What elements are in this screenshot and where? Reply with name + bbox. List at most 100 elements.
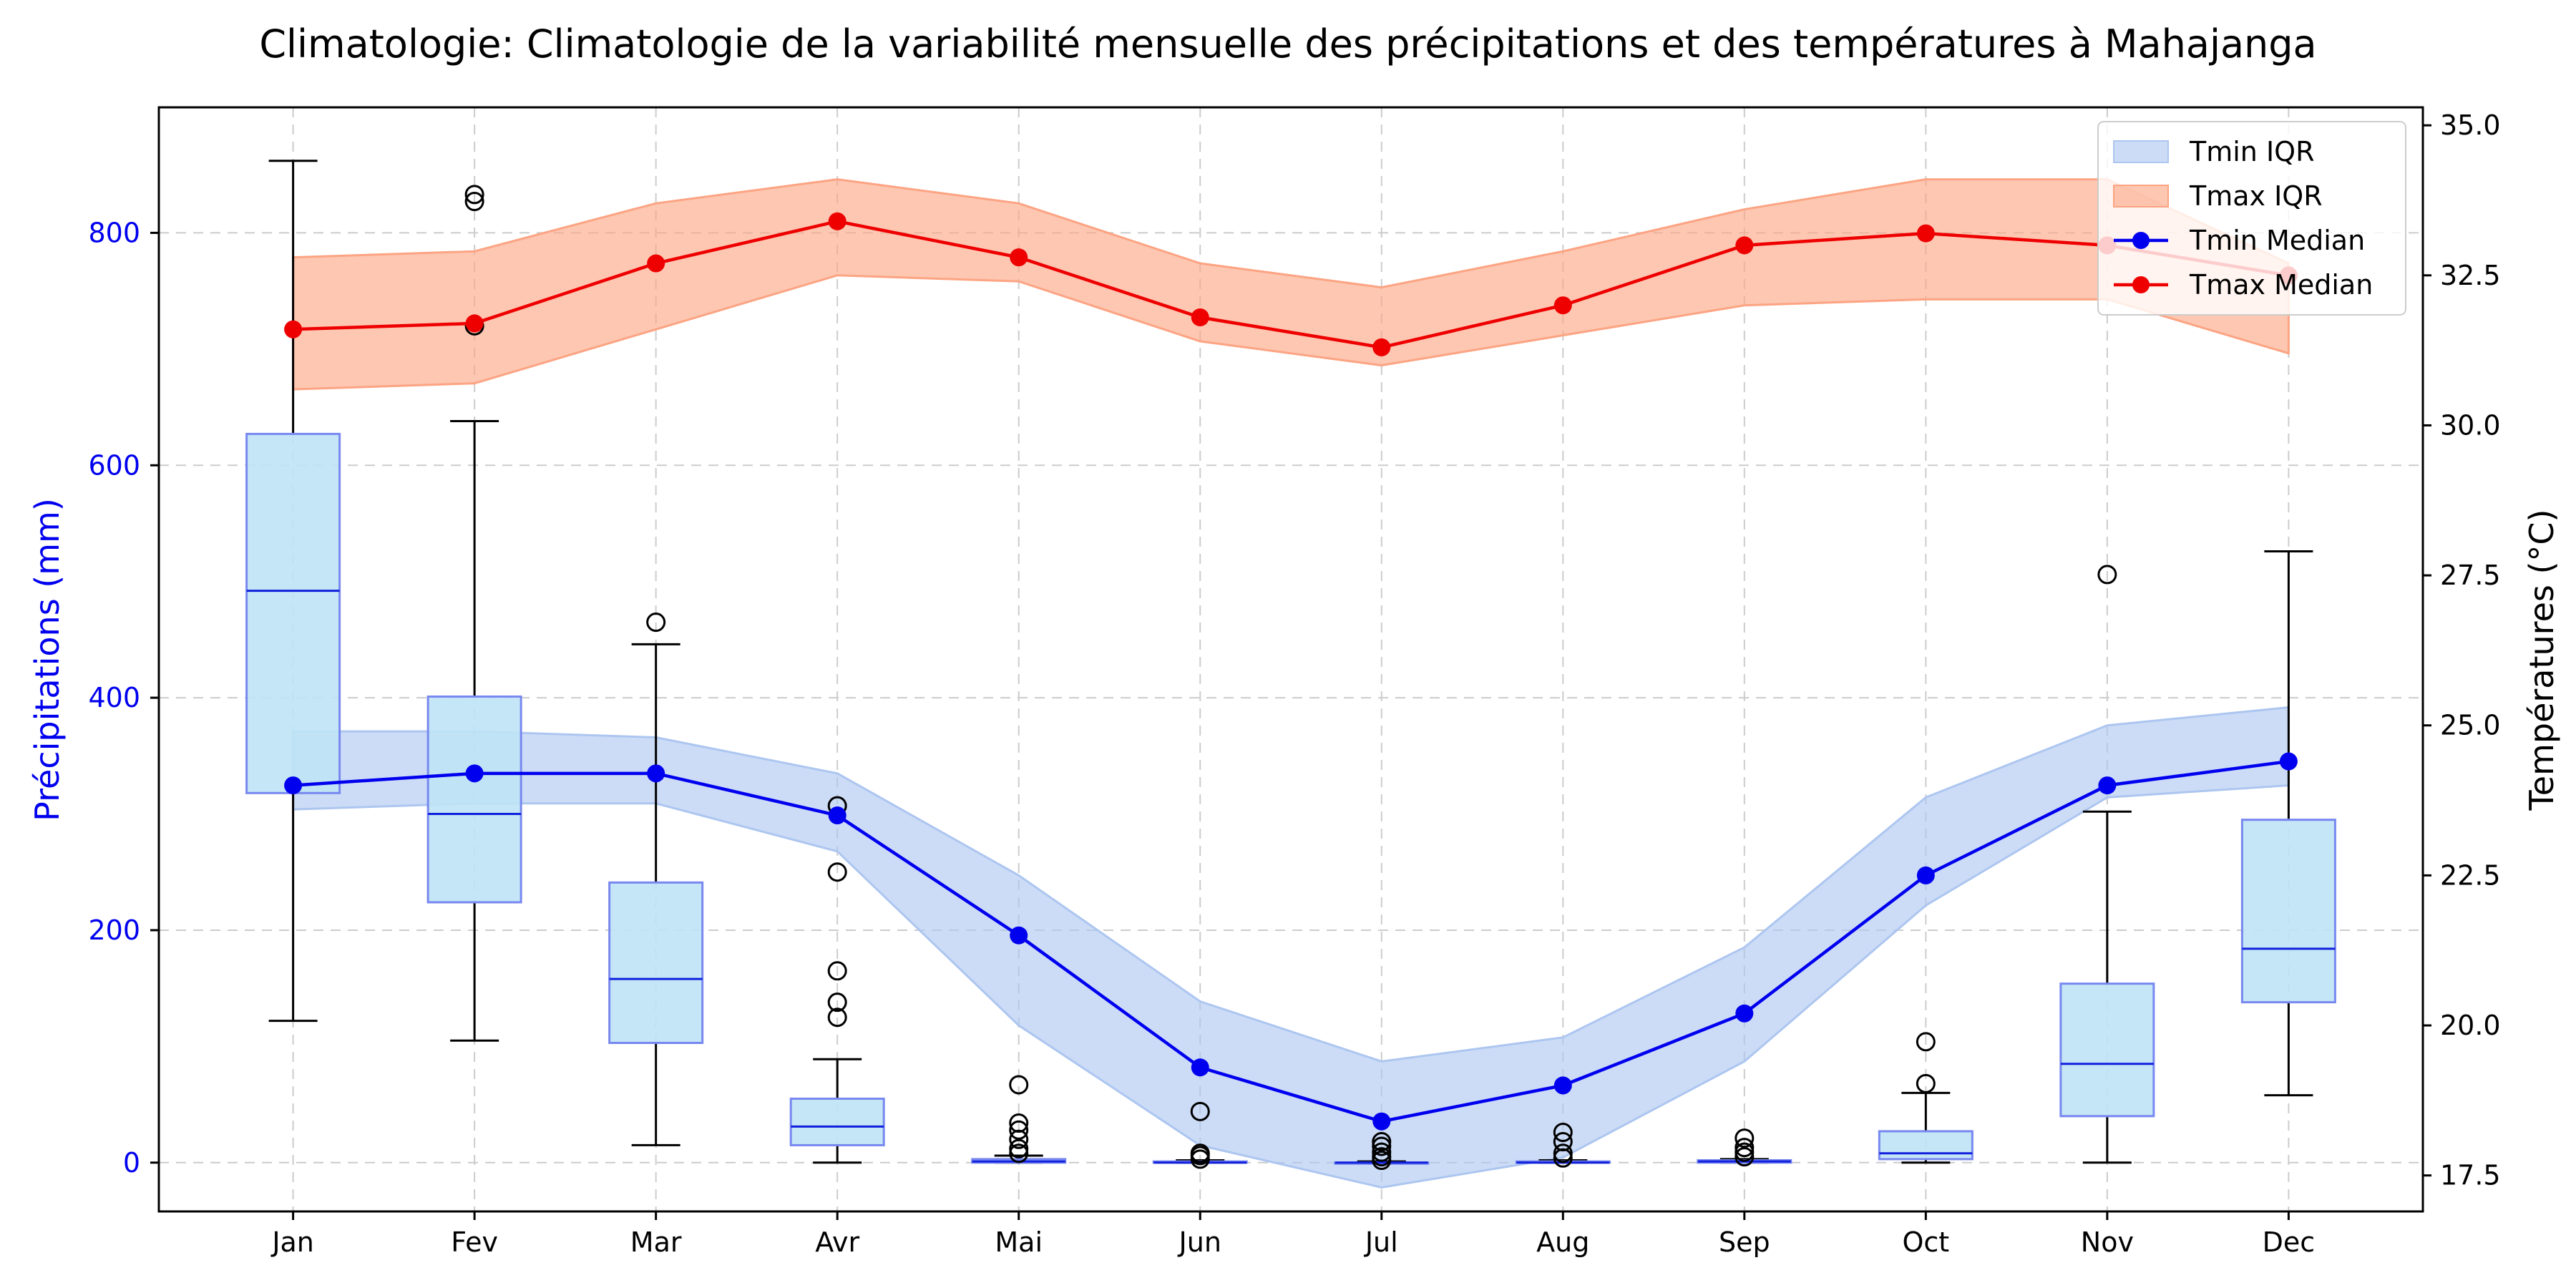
outlier-point xyxy=(1553,1132,1573,1152)
outlier-point xyxy=(1009,1075,1029,1095)
series-point xyxy=(1010,926,1028,945)
legend-item-tmin-iqr: Tmin IQR xyxy=(2113,136,2314,167)
left-tick-label: 400 xyxy=(88,682,140,713)
box-iqr xyxy=(1878,1130,1974,1161)
right-tick-label: 32.5 xyxy=(2440,260,2501,291)
outlier-point xyxy=(827,992,847,1013)
series-point xyxy=(1916,224,1935,243)
outlier-point xyxy=(1916,1073,1936,1093)
outlier-point xyxy=(464,185,484,205)
series-point xyxy=(1010,248,1028,267)
series-line xyxy=(293,759,2289,1123)
plot-frame xyxy=(157,106,2424,1213)
box-iqr xyxy=(245,432,341,794)
x-tick-label: Jun xyxy=(1178,1226,1221,1258)
boxplot-jan xyxy=(245,160,341,1023)
outlier-point xyxy=(464,192,484,212)
outlier-point xyxy=(1009,1113,1029,1133)
outlier-point xyxy=(1735,1147,1755,1167)
series-point xyxy=(828,212,847,230)
outlier-point xyxy=(1190,1143,1210,1163)
series-point xyxy=(1372,338,1391,356)
boxplot-nov xyxy=(2059,565,2155,1164)
box-iqr xyxy=(426,695,522,904)
outlier-point xyxy=(827,961,847,981)
series-point xyxy=(1372,1112,1391,1131)
outlier-point xyxy=(1009,1138,1029,1158)
series-point xyxy=(647,254,665,273)
box-iqr xyxy=(789,1097,885,1146)
outlier-point xyxy=(1372,1136,1392,1156)
boxplot-jun xyxy=(1152,1101,1248,1169)
legend-marker xyxy=(2132,276,2150,293)
outlier-point xyxy=(1009,1120,1029,1140)
outlier-point xyxy=(1735,1142,1755,1162)
outlier-point xyxy=(1916,1032,1936,1052)
legend-frame xyxy=(2097,121,2406,316)
legend: Tmin IQR Tmax IQR Tmin Median Tmax Median xyxy=(2097,121,2406,316)
right-tick-label: 20.0 xyxy=(2440,1010,2501,1041)
boxplot-oct xyxy=(1878,1032,1974,1164)
outlier-point xyxy=(827,862,847,882)
right-tick-label: 35.0 xyxy=(2440,109,2501,141)
left-tick-label: 800 xyxy=(88,217,140,248)
outlier-point xyxy=(1735,1128,1755,1148)
series-line xyxy=(293,220,2289,349)
series-point xyxy=(284,776,303,795)
series-point xyxy=(647,764,665,783)
legend-swatch xyxy=(2113,185,2169,208)
x-tick-label: Mar xyxy=(630,1226,682,1258)
outlier-point xyxy=(1372,1132,1392,1152)
left-tick-label: 200 xyxy=(88,914,140,946)
legend-label: Tmin Median xyxy=(2189,225,2365,256)
series-point xyxy=(1191,1058,1209,1077)
precipitation-boxplots xyxy=(245,160,2336,1171)
x-tick-label: Oct xyxy=(1902,1226,1949,1258)
right-tick-label: 17.5 xyxy=(2440,1160,2501,1191)
x-tick-label: Jan xyxy=(270,1226,314,1258)
x-tick-label: Aug xyxy=(1536,1226,1589,1258)
boxplot-fev xyxy=(426,185,522,1042)
series-point xyxy=(1916,866,1935,884)
left-tick-label: 600 xyxy=(88,449,140,481)
boxplot-avr xyxy=(789,796,885,1164)
right-tick-label: 22.5 xyxy=(2440,859,2501,891)
outlier-point xyxy=(1372,1147,1392,1167)
right-tick-label: 30.0 xyxy=(2440,409,2501,441)
line-tmin-median xyxy=(284,752,2298,1131)
x-tick-label: Dec xyxy=(2263,1226,2316,1258)
x-tick-label: Jul xyxy=(1364,1226,1398,1258)
outlier-point xyxy=(1009,1143,1029,1163)
outlier-point xyxy=(1553,1123,1573,1143)
series-point xyxy=(1553,1076,1572,1095)
x-tick-label: Sep xyxy=(1719,1226,1770,1258)
box-iqr xyxy=(2059,982,2155,1118)
boxplot-sep xyxy=(1697,1128,1792,1167)
outlier-point xyxy=(1372,1142,1392,1162)
legend-marker xyxy=(2132,232,2150,249)
outlier-point xyxy=(827,1008,847,1028)
x-tick-label: Avr xyxy=(815,1226,859,1258)
legend-item-tmax-iqr: Tmax IQR xyxy=(2113,180,2323,212)
temperature-lines xyxy=(284,212,2298,1131)
box-iqr xyxy=(608,881,704,1044)
series-point xyxy=(284,320,303,338)
series-point xyxy=(828,806,847,825)
outlier-point xyxy=(2097,565,2117,585)
legend-label: Tmax Median xyxy=(2189,269,2373,301)
x-tick-label: Nov xyxy=(2081,1226,2134,1258)
chart-title: Climatologie: Climatologie de la variabi… xyxy=(259,21,2316,67)
series-point xyxy=(465,764,484,783)
outlier-point xyxy=(1190,1101,1210,1121)
boxplot-jul xyxy=(1334,1132,1430,1171)
outlier-point xyxy=(1735,1138,1755,1158)
series-point xyxy=(1191,308,1209,327)
series-point xyxy=(1735,1004,1754,1023)
x-tick-label: Fev xyxy=(451,1226,498,1258)
outlier-point xyxy=(646,613,666,633)
legend-swatch xyxy=(2113,140,2169,163)
right-tick-label: 27.5 xyxy=(2440,560,2501,591)
series-point xyxy=(1735,236,1754,255)
left-axis-label: Précipitations (mm) xyxy=(28,498,67,821)
